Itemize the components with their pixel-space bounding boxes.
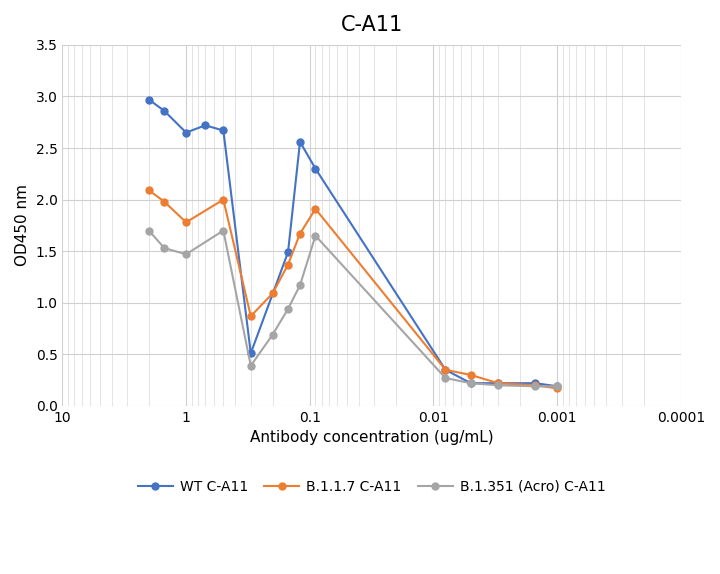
B.1.1.7 C-A11: [467, 371, 475, 378]
B.1.351 (Acro) C-A11: [531, 383, 540, 390]
WT C-A11: [531, 380, 540, 387]
B.1.1.7 C-A11: [441, 366, 450, 373]
WT C-A11: [219, 127, 228, 134]
Title: C-A11: C-A11: [341, 15, 402, 35]
Line: WT C-A11: WT C-A11: [145, 96, 561, 390]
B.1.351 (Acro) C-A11: [494, 382, 503, 389]
WT C-A11: [145, 96, 153, 103]
B.1.1.7 C-A11: [494, 380, 503, 387]
WT C-A11: [181, 129, 190, 136]
WT C-A11: [467, 380, 475, 387]
B.1.1.7 C-A11: [145, 187, 153, 194]
WT C-A11: [201, 122, 210, 129]
B.1.351 (Acro) C-A11: [160, 245, 168, 251]
B.1.1.7 C-A11: [160, 198, 168, 205]
B.1.351 (Acro) C-A11: [284, 305, 292, 312]
Y-axis label: OD450 nm: OD450 nm: [15, 184, 30, 266]
Legend: WT C-A11, B.1.1.7 C-A11, B.1.351 (Acro) C-A11: WT C-A11, B.1.1.7 C-A11, B.1.351 (Acro) …: [132, 474, 611, 499]
B.1.351 (Acro) C-A11: [296, 282, 305, 289]
WT C-A11: [246, 350, 255, 356]
WT C-A11: [441, 366, 450, 373]
B.1.1.7 C-A11: [553, 385, 562, 392]
B.1.351 (Acro) C-A11: [311, 232, 320, 239]
X-axis label: Antibody concentration (ug/mL): Antibody concentration (ug/mL): [250, 430, 493, 445]
B.1.1.7 C-A11: [311, 205, 320, 212]
B.1.351 (Acro) C-A11: [246, 362, 255, 369]
Line: B.1.351 (Acro) C-A11: B.1.351 (Acro) C-A11: [145, 227, 561, 390]
B.1.1.7 C-A11: [284, 261, 292, 268]
WT C-A11: [553, 383, 562, 390]
B.1.351 (Acro) C-A11: [181, 251, 190, 258]
B.1.1.7 C-A11: [296, 230, 305, 237]
B.1.351 (Acro) C-A11: [553, 383, 562, 390]
B.1.351 (Acro) C-A11: [145, 227, 153, 234]
WT C-A11: [160, 107, 168, 114]
WT C-A11: [296, 138, 305, 145]
B.1.351 (Acro) C-A11: [219, 227, 228, 234]
B.1.351 (Acro) C-A11: [269, 331, 277, 338]
B.1.1.7 C-A11: [181, 219, 190, 226]
B.1.351 (Acro) C-A11: [467, 380, 475, 387]
B.1.1.7 C-A11: [246, 313, 255, 320]
B.1.351 (Acro) C-A11: [441, 375, 450, 382]
WT C-A11: [284, 249, 292, 255]
Line: B.1.1.7 C-A11: B.1.1.7 C-A11: [145, 187, 561, 392]
WT C-A11: [494, 380, 503, 387]
B.1.1.7 C-A11: [531, 382, 540, 389]
B.1.1.7 C-A11: [269, 290, 277, 297]
B.1.1.7 C-A11: [219, 196, 228, 203]
WT C-A11: [311, 165, 320, 172]
